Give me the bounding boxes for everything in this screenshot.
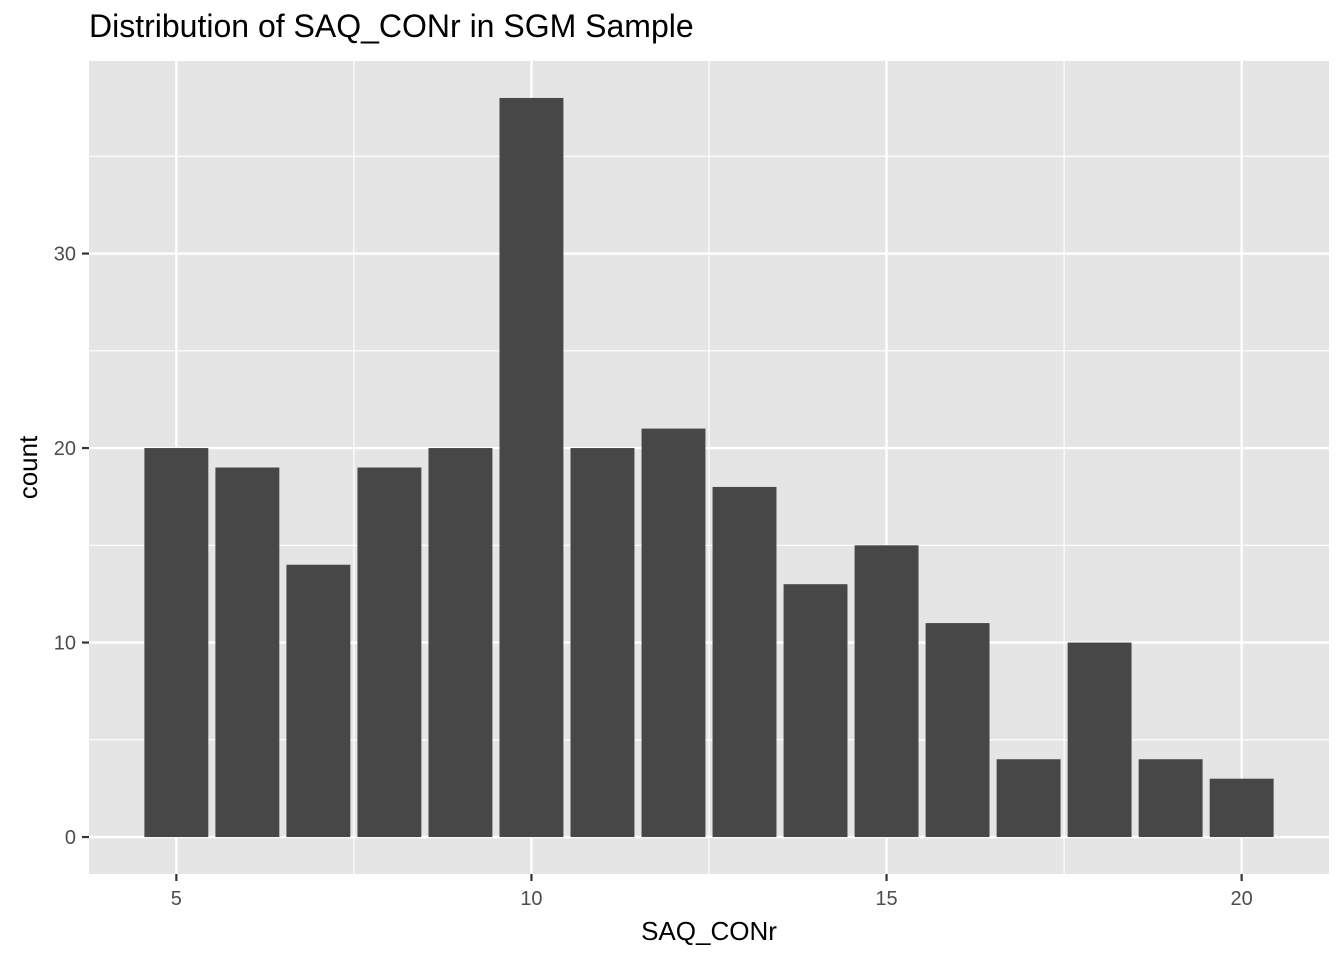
bar (925, 623, 990, 838)
x-tick-label: 20 (1231, 888, 1253, 910)
y-axis: 0 10 20 30 (54, 244, 89, 849)
bar (144, 448, 209, 838)
y-tick-label: 0 (65, 827, 76, 849)
bar (499, 97, 564, 838)
bar (428, 448, 493, 838)
bar (783, 584, 848, 838)
bar (1067, 642, 1132, 838)
bar (712, 486, 777, 838)
bars (144, 97, 1274, 838)
bar (286, 564, 351, 838)
x-axis: 5 10 15 20 (171, 874, 1253, 910)
bar (854, 545, 919, 838)
x-tick-label: 10 (520, 888, 542, 910)
x-axis-title: SAQ_CONr (641, 916, 777, 946)
bar (357, 467, 422, 838)
x-tick-label: 15 (875, 888, 897, 910)
y-tick-label: 30 (54, 244, 76, 266)
chart-title: Distribution of SAQ_CONr in SGM Sample (89, 8, 694, 44)
bar (1209, 778, 1274, 838)
bar (996, 759, 1061, 838)
bar (641, 428, 706, 838)
y-tick-label: 20 (54, 438, 76, 460)
y-tick-label: 10 (54, 633, 76, 655)
bar (570, 448, 635, 838)
x-tick-label: 5 (171, 888, 182, 910)
bar (215, 467, 280, 838)
y-axis-title: count (13, 435, 43, 499)
bar (1138, 759, 1203, 838)
